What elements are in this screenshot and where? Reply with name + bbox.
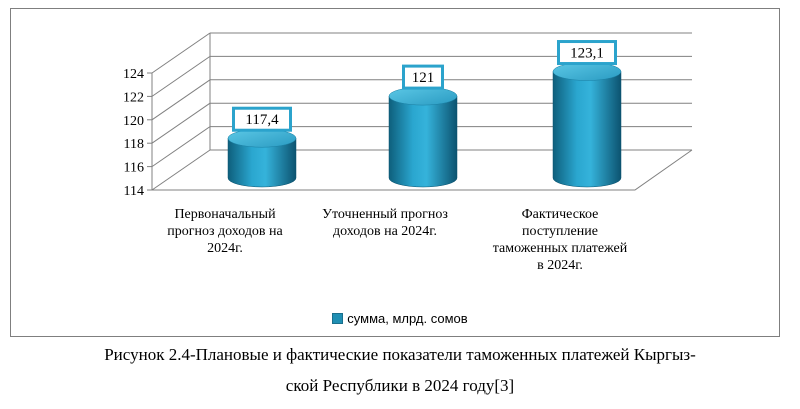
category-label-line: прогноз доходов на — [167, 224, 283, 239]
bar-body — [552, 71, 622, 188]
figure-caption-line-1: Рисунок 2.4-Плановые и фактические показ… — [104, 345, 696, 364]
bar-chart: 114 116 118 120 122 124 117,4 121 123,1 — [123, 32, 693, 199]
bars — [227, 62, 622, 188]
gridline-diagonal — [151, 149, 211, 191]
category-label-line: таможенных платежей — [492, 241, 628, 256]
category-label: Фактическое поступление таможенных платеже… — [485, 206, 635, 274]
bar-body — [388, 95, 458, 188]
y-tick-label: 124 — [123, 67, 144, 82]
category-label: Уточненный прогноз доходов на 2024г. — [310, 206, 460, 240]
gridline-diagonal — [151, 102, 211, 144]
category-label-line: 2024г. — [207, 241, 243, 256]
data-label-box — [232, 106, 292, 132]
y-axis-ticks: 114 116 118 120 122 124 — [123, 67, 144, 199]
category-label: Первоначальный прогноз доходов на 2024г. — [150, 206, 300, 257]
legend: сумма, млрд. сомов — [0, 311, 800, 326]
bar — [552, 62, 622, 188]
data-label: 117,4 — [245, 112, 279, 128]
data-labels: 117,4 121 123,1 — [232, 40, 617, 132]
floor-edge — [152, 149, 693, 191]
bar-top — [552, 62, 622, 81]
bar-top — [388, 86, 458, 106]
category-label-line: доходов на 2024г. — [333, 224, 437, 239]
data-label: 123,1 — [570, 46, 604, 62]
y-tick-label: 120 — [123, 114, 144, 129]
gridline-diagonal — [151, 32, 211, 74]
y-tick-label: 122 — [123, 90, 144, 105]
legend-label: сумма, млрд. сомов — [347, 311, 468, 326]
category-label-line: Фактическое — [521, 207, 599, 222]
chart-frame — [10, 8, 780, 337]
data-label-box — [402, 64, 444, 90]
bar — [388, 86, 458, 188]
gridline-diagonal — [151, 126, 211, 168]
figure-caption-line-2: ской Республики в 2024 году[3] — [285, 376, 515, 395]
y-tick-label: 118 — [124, 137, 144, 152]
gridline-diagonal — [151, 79, 211, 121]
data-label-box — [557, 40, 617, 66]
category-label-line: Уточненный прогноз — [322, 207, 448, 222]
data-label: 121 — [412, 70, 435, 86]
category-label-line: поступление — [522, 224, 598, 239]
gridline-diagonal — [151, 55, 211, 97]
bar-top — [227, 128, 297, 148]
bar-body — [227, 137, 297, 188]
category-label-line: в 2024г. — [537, 258, 583, 273]
category-label-line: Первоначальный — [174, 207, 276, 222]
legend-swatch — [332, 313, 344, 324]
y-tick-label: 114 — [124, 184, 144, 199]
y-tick-label: 116 — [124, 161, 144, 176]
bar — [227, 128, 297, 188]
